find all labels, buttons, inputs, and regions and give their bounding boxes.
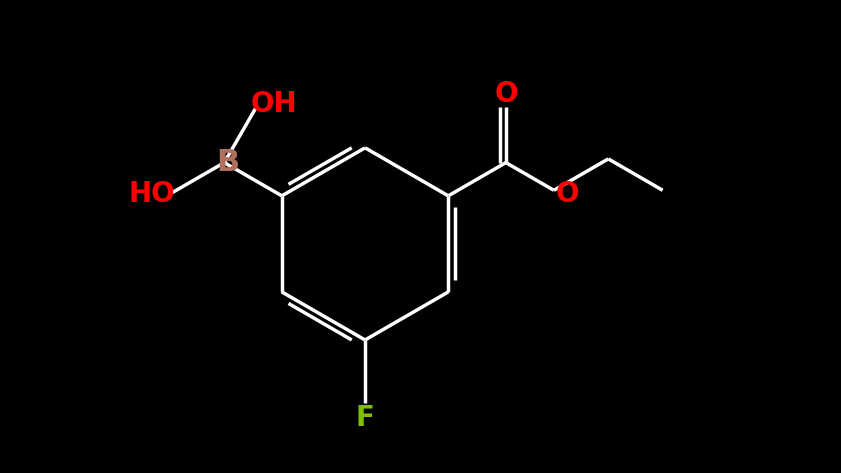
Text: HO: HO: [128, 180, 175, 208]
Text: O: O: [495, 80, 517, 108]
Text: OH: OH: [251, 90, 298, 119]
Text: F: F: [356, 403, 374, 431]
Text: O: O: [555, 180, 579, 208]
Text: B: B: [216, 148, 240, 177]
